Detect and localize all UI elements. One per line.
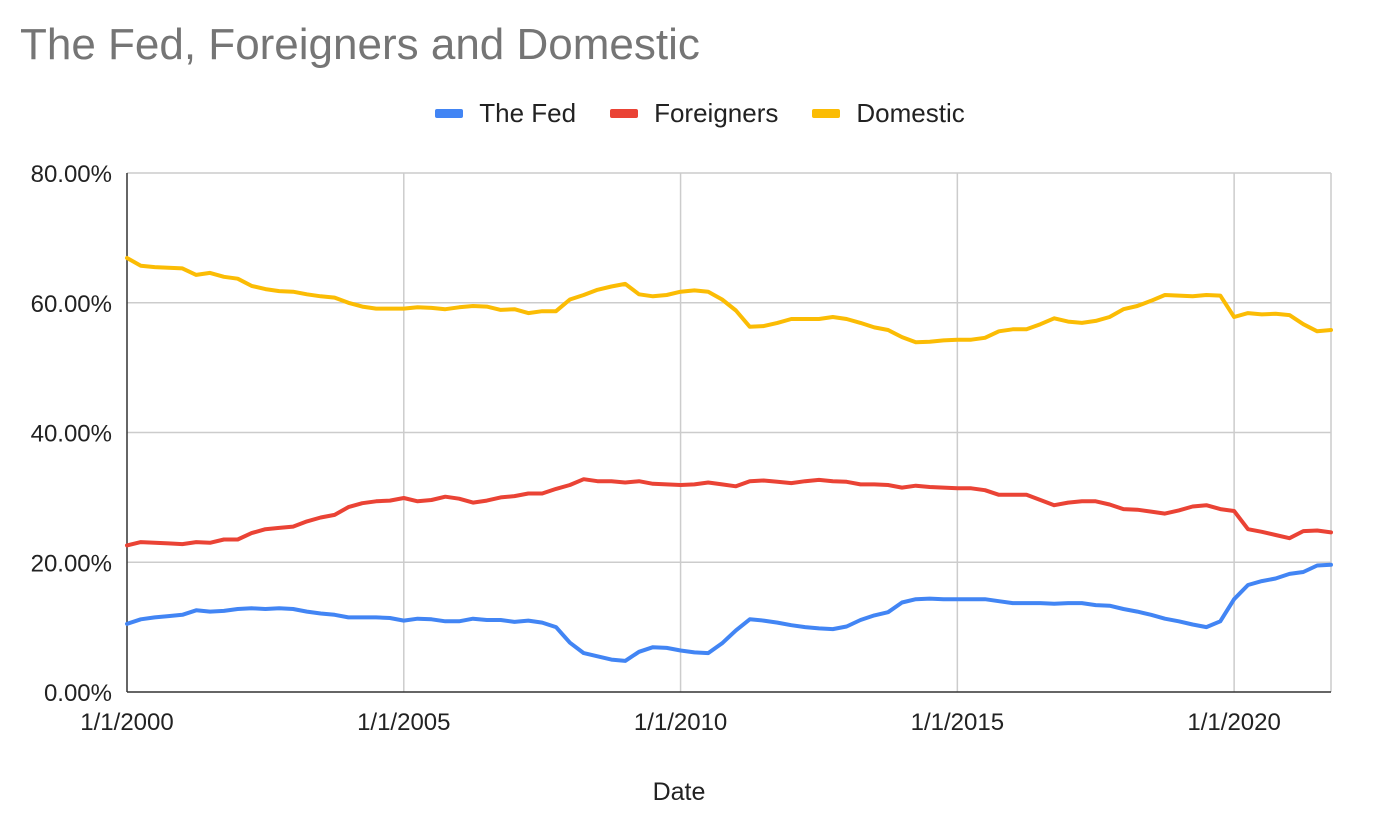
y-tick-label: 80.00%	[31, 161, 112, 188]
y-tick-label: 60.00%	[31, 291, 112, 318]
x-tick-label: 1/1/2010	[634, 709, 727, 736]
x-axis-title: Date	[653, 778, 706, 806]
chart-title: The Fed, Foreigners and Domestic	[20, 20, 700, 69]
legend-swatch	[610, 109, 639, 118]
legend-swatch	[812, 109, 841, 118]
y-tick-label: 0.00%	[44, 680, 112, 707]
y-tick-label: 40.00%	[31, 421, 112, 448]
legend-swatch	[435, 109, 464, 118]
x-tick-label: 1/1/2005	[357, 709, 450, 736]
legend-item: Domestic	[812, 98, 965, 129]
series-line-domestic	[125, 256, 1333, 345]
legend-item: The Fed	[435, 98, 576, 129]
legend-label: Foreigners	[654, 98, 779, 128]
legend-label: The Fed	[479, 98, 577, 128]
series-line-foreigners	[125, 477, 1333, 548]
x-tick-label: 1/1/2000	[80, 709, 173, 736]
legend-label: Domestic	[856, 98, 965, 128]
legend-item: Foreigners	[610, 98, 778, 129]
chart-legend: The Fed Foreigners Domestic	[0, 98, 1400, 129]
x-tick-label: 1/1/2015	[911, 709, 1004, 736]
y-tick-label: 20.00%	[31, 550, 112, 577]
series-line-the-fed	[125, 562, 1333, 663]
x-tick-label: 1/1/2020	[1187, 709, 1280, 736]
